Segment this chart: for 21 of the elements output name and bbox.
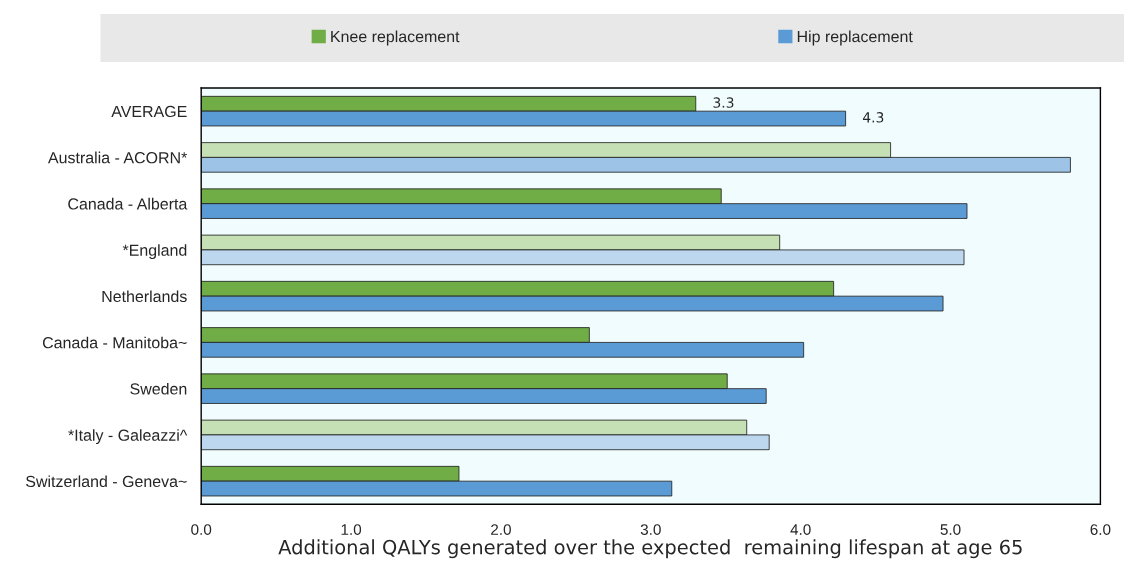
y-tick-label: *England bbox=[122, 244, 187, 260]
y-tick-label: AVERAGE bbox=[111, 105, 187, 118]
y-tick-label: Switzerland - Geneva~ bbox=[26, 475, 187, 488]
x-tick-label: 0.0 bbox=[191, 524, 212, 535]
y-tick-label: Canada - Manitoba~ bbox=[42, 336, 187, 349]
x-axis-title: Additional QALYs generated over the expected remaining lifespan at age 65 bbox=[278, 539, 1022, 559]
x-tick-label: 6.0 bbox=[1090, 524, 1111, 535]
x-tick-label: 2.0 bbox=[491, 524, 511, 535]
x-tick-label: 4.0 bbox=[790, 524, 811, 535]
x-tick-label: 1.0 bbox=[341, 524, 362, 535]
data-label: 4.3 bbox=[862, 112, 884, 123]
legend-label: Knee replacement bbox=[331, 30, 460, 46]
data-label: 3.3 bbox=[713, 97, 734, 108]
legend-label: Hip replacement bbox=[797, 30, 913, 46]
y-tick-label: Sweden bbox=[130, 382, 187, 395]
x-tick-label: 5.0 bbox=[940, 524, 961, 535]
x-tick-label: 3.0 bbox=[640, 524, 661, 535]
y-tick-label: Canada - Alberta bbox=[68, 197, 188, 210]
y-tick-label: *Italy - Galeazzi^ bbox=[68, 429, 188, 445]
y-tick-label: Australia - ACORN* bbox=[47, 151, 188, 164]
y-tick-label: Netherlands bbox=[102, 290, 187, 303]
